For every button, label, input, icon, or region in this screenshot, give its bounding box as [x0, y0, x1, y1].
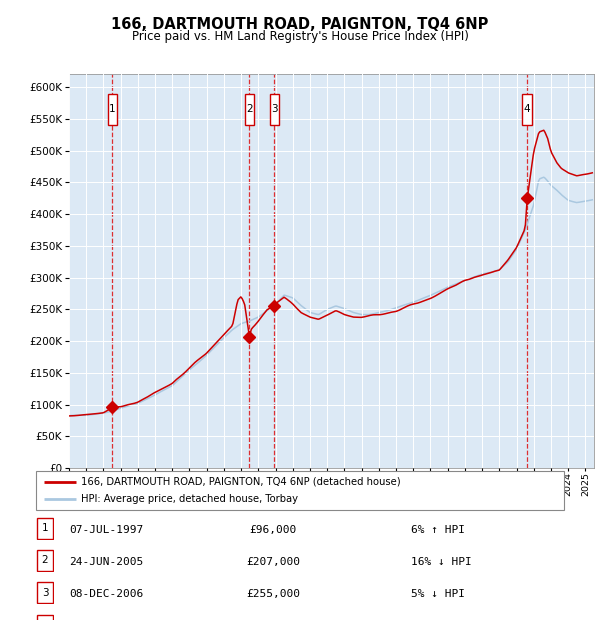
FancyBboxPatch shape	[37, 518, 53, 539]
Text: £207,000: £207,000	[246, 557, 300, 567]
FancyBboxPatch shape	[37, 582, 53, 603]
Text: 2: 2	[246, 104, 253, 114]
Text: 07-JUL-1997: 07-JUL-1997	[69, 525, 143, 535]
Text: 24-JUN-2005: 24-JUN-2005	[69, 557, 143, 567]
FancyBboxPatch shape	[245, 94, 254, 125]
Text: 1: 1	[109, 104, 116, 114]
Text: 166, DARTMOUTH ROAD, PAIGNTON, TQ4 6NP (detached house): 166, DARTMOUTH ROAD, PAIGNTON, TQ4 6NP (…	[81, 477, 401, 487]
Text: HPI: Average price, detached house, Torbay: HPI: Average price, detached house, Torb…	[81, 494, 298, 504]
Text: £255,000: £255,000	[246, 590, 300, 600]
Text: 16% ↓ HPI: 16% ↓ HPI	[411, 557, 472, 567]
Text: 5% ↓ HPI: 5% ↓ HPI	[411, 590, 465, 600]
Text: 6% ↑ HPI: 6% ↑ HPI	[411, 525, 465, 535]
Text: 1: 1	[41, 523, 49, 533]
FancyBboxPatch shape	[523, 94, 532, 125]
FancyBboxPatch shape	[36, 471, 564, 510]
FancyBboxPatch shape	[37, 614, 53, 620]
Text: 166, DARTMOUTH ROAD, PAIGNTON, TQ4 6NP: 166, DARTMOUTH ROAD, PAIGNTON, TQ4 6NP	[112, 17, 488, 32]
FancyBboxPatch shape	[37, 550, 53, 571]
Text: 4: 4	[524, 104, 530, 114]
Text: £96,000: £96,000	[250, 525, 296, 535]
Text: 3: 3	[271, 104, 278, 114]
FancyBboxPatch shape	[107, 94, 117, 125]
FancyBboxPatch shape	[269, 94, 279, 125]
Text: 08-DEC-2006: 08-DEC-2006	[69, 590, 143, 600]
Text: Price paid vs. HM Land Registry's House Price Index (HPI): Price paid vs. HM Land Registry's House …	[131, 30, 469, 43]
Text: 2: 2	[41, 556, 49, 565]
Text: 3: 3	[41, 588, 49, 598]
